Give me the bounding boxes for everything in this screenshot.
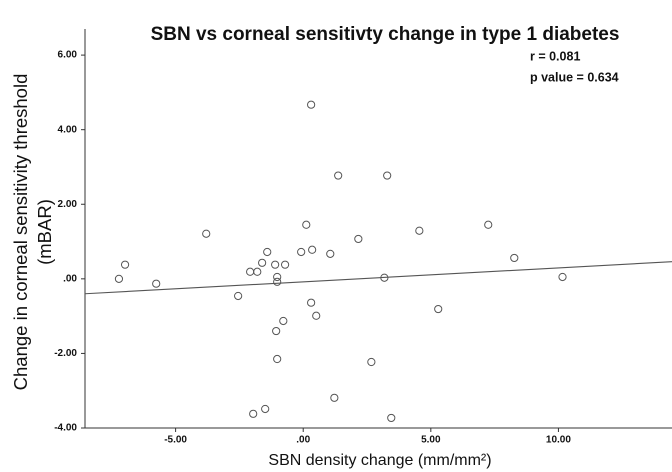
scatter-point — [273, 277, 282, 286]
scatter-point — [334, 171, 343, 180]
scatter-point — [234, 291, 243, 301]
scatter-point — [261, 404, 270, 414]
scatter-point — [120, 260, 130, 269]
scatter-point — [273, 354, 282, 364]
y-tick-label: 2.00 — [58, 199, 78, 210]
scatter-point — [272, 326, 281, 336]
x-tick-label: -5.00 — [164, 435, 187, 446]
y-tick-label: -4.00 — [54, 423, 77, 434]
x-tick-label: 5.00 — [421, 435, 441, 446]
scatter-point — [258, 258, 267, 267]
scatter-point — [307, 298, 316, 307]
scatter-point — [387, 413, 396, 423]
y-tick-label: 6.00 — [58, 50, 78, 61]
scatter-point — [273, 272, 282, 282]
scatter-point — [367, 357, 376, 367]
scatter-point — [510, 253, 519, 263]
scatter-point — [152, 279, 161, 288]
x-tick-label: 10.00 — [546, 435, 571, 446]
scatter-point — [312, 311, 321, 320]
annotation: p value = 0.634 — [530, 70, 619, 84]
scatter-point — [202, 229, 211, 238]
scatter-point — [280, 260, 290, 269]
annotation: r = 0.081 — [530, 49, 580, 63]
scatter-point — [434, 304, 443, 314]
scatter-point — [263, 247, 272, 257]
scatter-point — [415, 226, 424, 235]
scatter-point — [354, 234, 363, 244]
scatter-point — [279, 316, 288, 326]
y-tick-label: .00 — [63, 273, 77, 284]
y-tick-label: 4.00 — [58, 124, 78, 135]
scatter-point — [308, 245, 317, 254]
scatter-point — [380, 273, 389, 282]
scatter-point — [302, 220, 311, 229]
scatter-point — [558, 272, 567, 282]
scatter-point — [383, 171, 392, 180]
y-axis-label: (mBAR) — [34, 199, 55, 265]
y-axis-label: Change in corneal sensitivity threshold — [10, 74, 31, 391]
scatter-point — [326, 249, 335, 258]
chart-title: SBN vs corneal sensitivty change in type… — [151, 24, 620, 45]
x-axis-label: SBN density change (mm/mm²) — [268, 452, 491, 469]
scatter-point — [253, 267, 262, 276]
scatter-point — [330, 393, 339, 402]
scatter-point — [297, 247, 306, 257]
x-tick-label: .00 — [296, 435, 310, 446]
scatter-point — [249, 409, 258, 418]
scatter-point — [114, 274, 124, 283]
trend-line — [84, 261, 672, 295]
scatter-point — [271, 260, 280, 269]
y-tick-label: -2.00 — [54, 348, 77, 359]
scatter-point — [307, 100, 316, 109]
scatter-point — [484, 220, 493, 229]
